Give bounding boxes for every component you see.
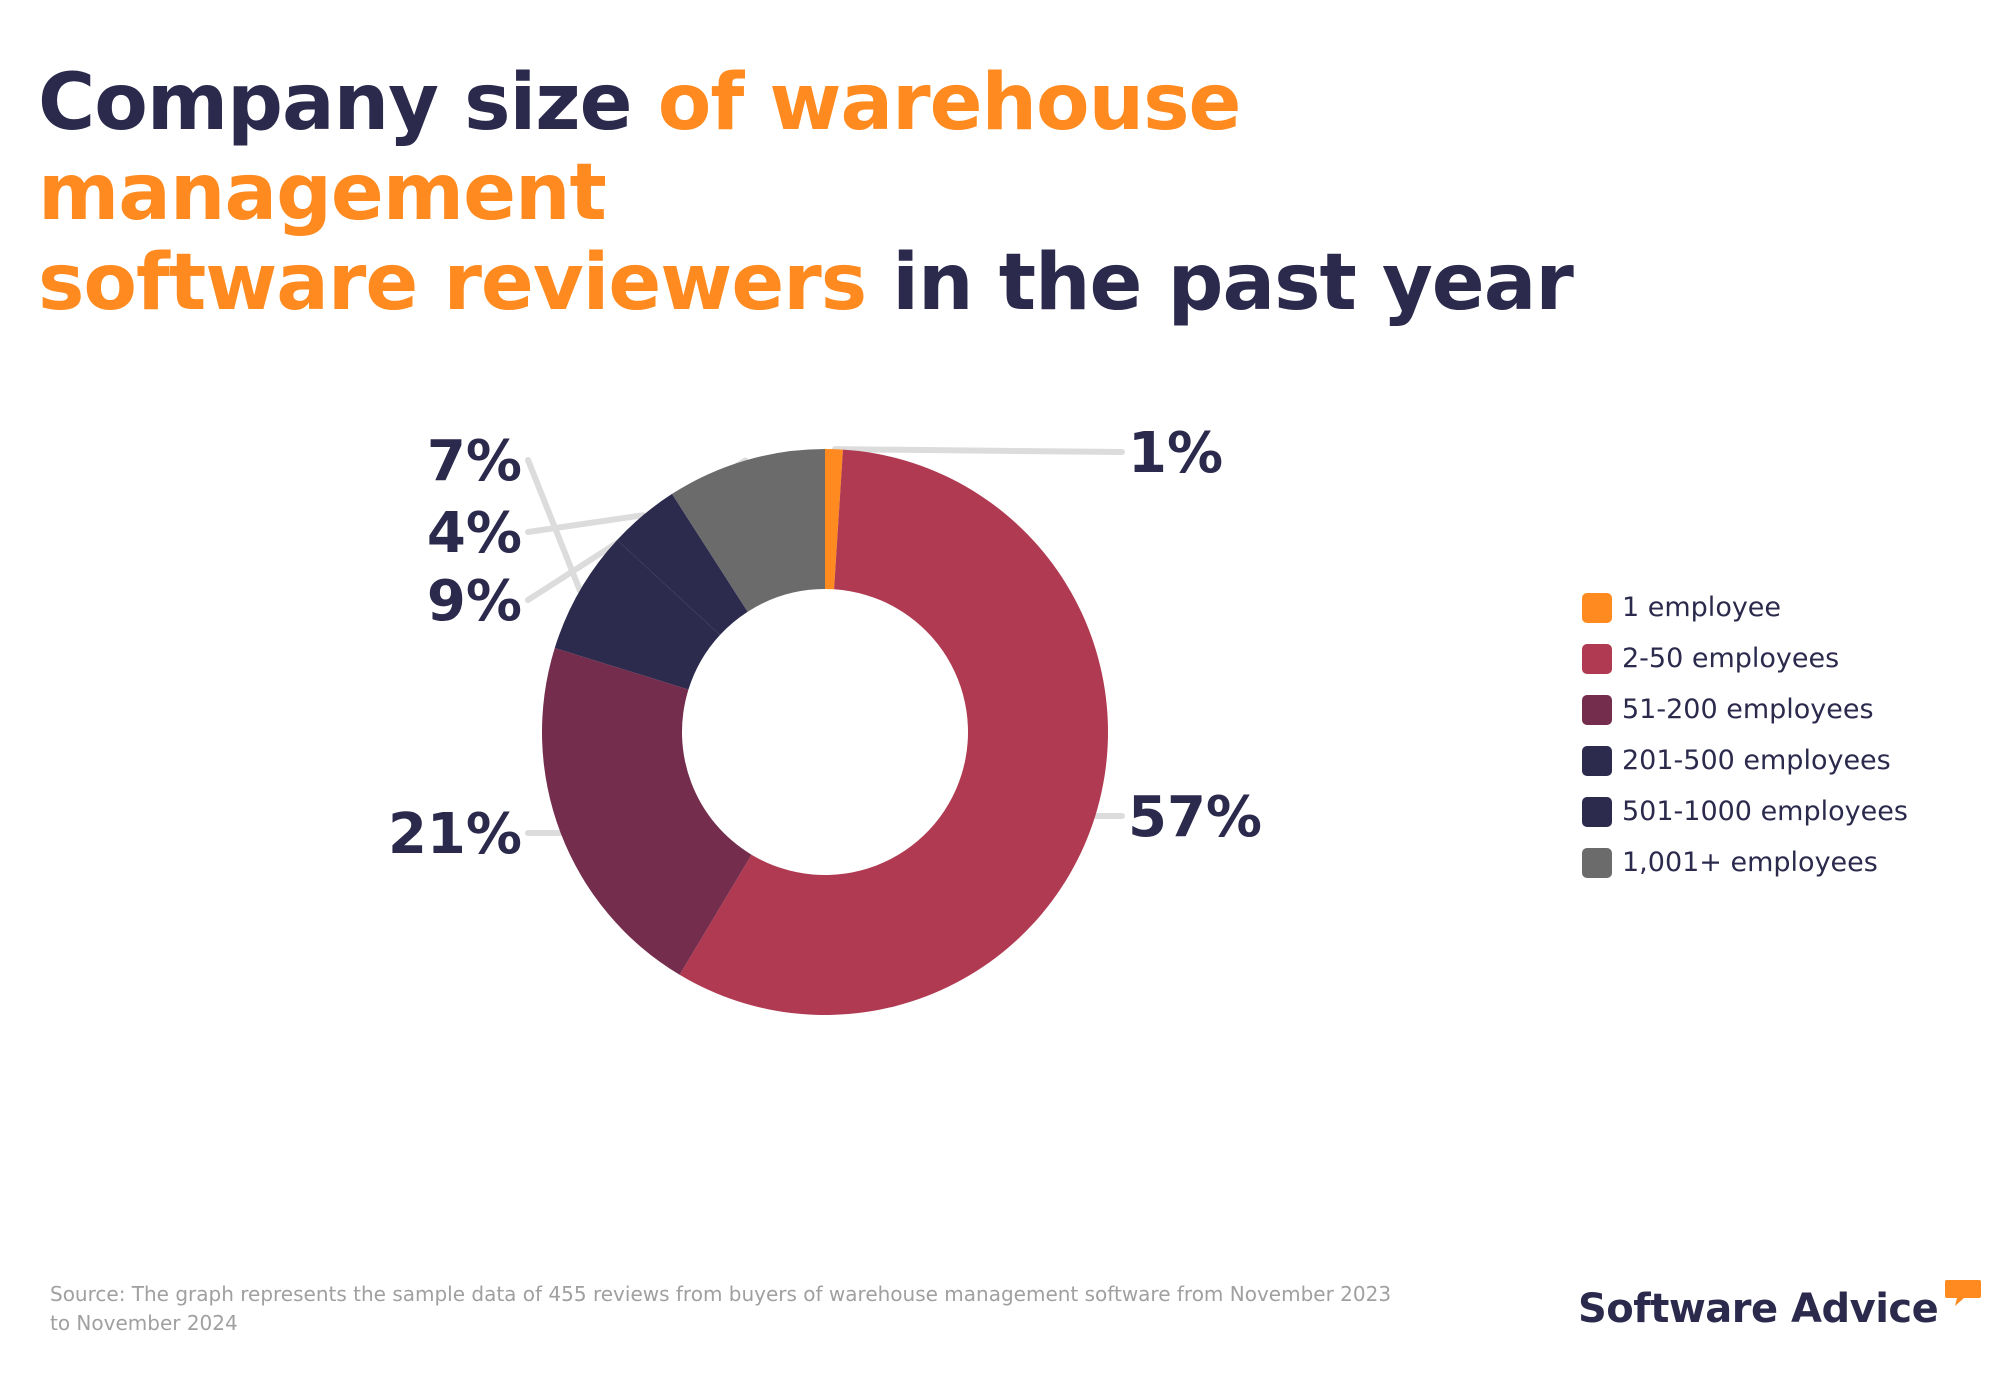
slice-1-employee xyxy=(825,449,843,590)
legend-item-2-50-employees: 2-50 employees xyxy=(1582,633,1908,684)
legend-item-1-001-employees: 1,001+ employees xyxy=(1582,837,1908,888)
slice-501-1000-employees xyxy=(617,493,748,635)
brand-logo: Software Advice xyxy=(1578,1278,1982,1332)
legend-item-501-1000-employees: 501-1000 employees xyxy=(1582,786,1908,837)
legend-swatch xyxy=(1582,643,1612,674)
legend-swatch xyxy=(1582,745,1612,776)
speech-bubble-icon xyxy=(1945,1280,1982,1306)
legend-item-1-employee: 1 employee xyxy=(1582,582,1908,633)
title-part-4: in the past year xyxy=(866,238,1573,328)
source-note: Source: The graph represents the sample … xyxy=(50,1282,1392,1335)
legend-label: 201-500 employees xyxy=(1622,745,1891,776)
leader-line-1-employee xyxy=(832,446,1125,455)
chart-legend: 1 employee 2-50 employees 51-200 employees… xyxy=(1582,582,1908,888)
legend-label: 1,001+ employees xyxy=(1622,847,1878,878)
legend-swatch xyxy=(1582,694,1612,725)
brand-name: Software Advice xyxy=(1578,1286,1939,1332)
data-label-1-001-employees: 9% xyxy=(427,569,522,634)
data-label-1-employee: 1% xyxy=(1128,421,1223,486)
legend-label: 1 employee xyxy=(1622,592,1782,623)
legend-item-51-200-employees: 51-200 employees xyxy=(1582,684,1908,735)
title-part-1: Company size xyxy=(38,58,658,148)
leader-line-501-1000-employees xyxy=(525,512,647,535)
legend-swatch xyxy=(1582,592,1612,623)
legend-label: 501-1000 employees xyxy=(1622,796,1908,827)
legend-item-201-500-employees: 201-500 employees xyxy=(1582,735,1908,786)
legend-swatch xyxy=(1582,847,1612,878)
slice-2-50-employees xyxy=(679,449,1108,1016)
data-label-2-50-employees: 57% xyxy=(1128,785,1262,850)
chart-title: Company size of warehouse management soft… xyxy=(38,58,1738,328)
data-label-51-200-employees: 21% xyxy=(388,802,522,867)
donut-slices xyxy=(542,449,1108,1016)
data-label-201-500-employees: 7% xyxy=(427,429,522,494)
title-part-2: of warehouse management xyxy=(38,58,1241,238)
legend-swatch xyxy=(1582,796,1612,827)
title-part-3: software reviewers xyxy=(38,238,867,328)
data-labels: 1% 57% 21% 7% 4%9% xyxy=(388,421,1262,867)
legend-label: 2-50 employees xyxy=(1622,643,1840,674)
data-label-501-1000-employees: 4% xyxy=(427,501,522,566)
slice-51-200-employees xyxy=(542,647,752,975)
slice-1-001-employees xyxy=(671,449,825,612)
legend-label: 51-200 employees xyxy=(1622,694,1874,725)
slice-201-500-employees xyxy=(554,539,720,690)
